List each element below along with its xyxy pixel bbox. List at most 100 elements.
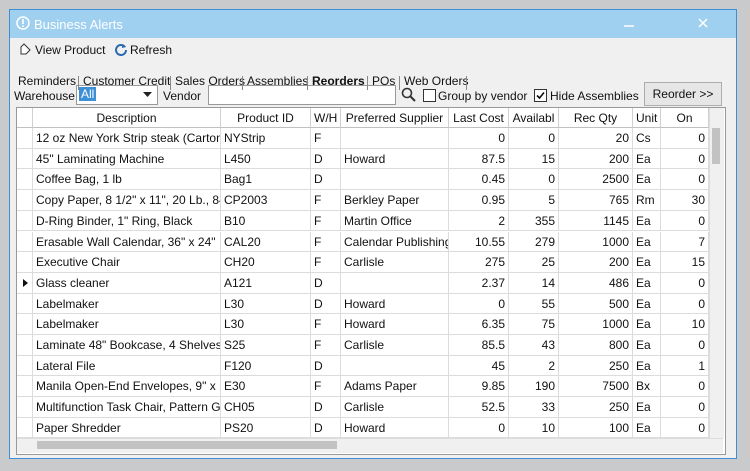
table-cell: Ea: [633, 314, 661, 335]
row-header: [17, 417, 33, 439]
table-cell: 0: [661, 417, 709, 439]
table-cell: F: [311, 252, 341, 273]
search-button[interactable]: [401, 87, 416, 102]
column-header[interactable]: Product ID: [221, 108, 311, 128]
app-icon: [16, 16, 30, 30]
title-bar: Business Alerts: [10, 10, 736, 38]
table-cell: 7500: [559, 376, 633, 398]
table-cell: Ea: [633, 417, 661, 439]
table-cell: [341, 272, 449, 294]
dropdown-arrow: [143, 92, 152, 97]
scroll-thumb[interactable]: [712, 128, 720, 164]
window: Business Alerts View Product Refresh War…: [9, 9, 737, 459]
table-cell: Labelmaker: [33, 293, 221, 315]
tab-separator: [170, 76, 171, 90]
table-cell: 0: [509, 169, 559, 191]
table-cell: Rm: [633, 190, 661, 211]
table-cell: D: [311, 272, 341, 294]
table-cell: 55: [509, 293, 559, 315]
tab-separator: [242, 76, 243, 90]
table-cell: Executive Chair: [33, 252, 221, 273]
table-cell: Howard: [341, 314, 449, 335]
table-cell: 500: [559, 293, 633, 315]
table-cell: Carlisle: [341, 397, 449, 418]
table-cell: F: [311, 314, 341, 335]
table-cell: 190: [509, 376, 559, 398]
table-cell: Manila Open-End Envelopes, 9" x 12': [33, 376, 221, 398]
tab[interactable]: Web Orders: [404, 74, 469, 88]
window-title: Business Alerts: [34, 17, 123, 32]
column-header[interactable]: Rec Qty: [559, 108, 633, 128]
column-header[interactable]: Unit: [633, 108, 661, 128]
scroll-thumb[interactable]: [37, 441, 337, 449]
column-header[interactable]: Description: [33, 108, 221, 128]
table-cell: 52.5: [449, 397, 509, 418]
table-cell: Howard: [341, 417, 449, 439]
tab[interactable]: POs: [372, 74, 396, 88]
vertical-scrollbar[interactable]: [709, 108, 724, 438]
table-cell: Ea: [633, 210, 661, 232]
table-cell: 10: [661, 314, 709, 335]
row-header: [17, 210, 33, 232]
table-cell: 200: [559, 252, 633, 273]
view-product-button[interactable]: View Product: [35, 43, 106, 57]
table-cell: 5: [509, 190, 559, 211]
table-cell: F: [311, 210, 341, 232]
column-header[interactable]: Availabl: [509, 108, 559, 128]
tab-separator: [399, 76, 400, 90]
column-header[interactable]: Last Cost: [449, 108, 509, 128]
table-cell: 15: [661, 252, 709, 273]
table-cell: Ea: [633, 252, 661, 273]
refresh-icon: [115, 44, 127, 56]
warehouse-dropdown[interactable]: All: [76, 85, 158, 105]
tab[interactable]: Sales Orders: [175, 74, 246, 88]
table-cell: 0: [509, 128, 559, 149]
refresh-button[interactable]: Refresh: [130, 43, 173, 57]
vendor-input[interactable]: [208, 85, 396, 105]
table-cell: Bag1: [221, 169, 311, 191]
tab-active[interactable]: Reorders: [312, 74, 365, 88]
minimize-button[interactable]: [622, 18, 636, 30]
tab[interactable]: Reminders: [18, 74, 77, 88]
table-cell: F: [311, 335, 341, 356]
column-header[interactable]: W/H: [311, 108, 341, 128]
tab[interactable]: Assemblies: [247, 74, 309, 88]
table-cell: F: [311, 376, 341, 398]
table-cell: B10: [221, 210, 311, 232]
column-header[interactable]: On: [661, 108, 709, 128]
table-cell: 45" Laminating Machine: [33, 148, 221, 170]
table-cell: 355: [509, 210, 559, 232]
table-cell: Ea: [633, 397, 661, 418]
table-cell: 2500: [559, 169, 633, 191]
table-cell: 100: [559, 417, 633, 439]
table-cell: 200: [559, 148, 633, 170]
close-button[interactable]: [696, 16, 710, 30]
table-cell: 2: [449, 210, 509, 232]
column-header[interactable]: Preferred Supplier: [341, 108, 449, 128]
table-cell: [341, 128, 449, 149]
table-cell: 43: [509, 335, 559, 356]
table-cell: 1: [661, 355, 709, 377]
table-cell: Calendar Publishing: [341, 231, 449, 253]
table-cell: 0: [449, 293, 509, 315]
group-by-vendor-checkbox[interactable]: [423, 89, 436, 102]
table-cell: Copy Paper, 8 1/2" x 11", 20 Lb., 84 B: [33, 190, 221, 211]
table-cell: Ea: [633, 169, 661, 191]
table-cell: 2.37: [449, 272, 509, 294]
table-cell: 15: [509, 148, 559, 170]
row-header: [17, 293, 33, 315]
hide-assemblies-checkbox[interactable]: [534, 89, 547, 102]
tab-separator: [307, 76, 308, 90]
view-icon: [20, 43, 31, 55]
reorder-button[interactable]: Reorder >>: [644, 82, 722, 106]
table-cell: 0.95: [449, 190, 509, 211]
table-cell: 14: [509, 272, 559, 294]
table-cell: 7: [661, 231, 709, 253]
table-cell: 6.35: [449, 314, 509, 335]
table-cell: 800: [559, 335, 633, 356]
table-cell: 10.55: [449, 231, 509, 253]
table-cell: 250: [559, 397, 633, 418]
tab[interactable]: Customer Credit: [83, 74, 171, 88]
table-cell: D: [311, 397, 341, 418]
table-cell: D: [311, 293, 341, 315]
